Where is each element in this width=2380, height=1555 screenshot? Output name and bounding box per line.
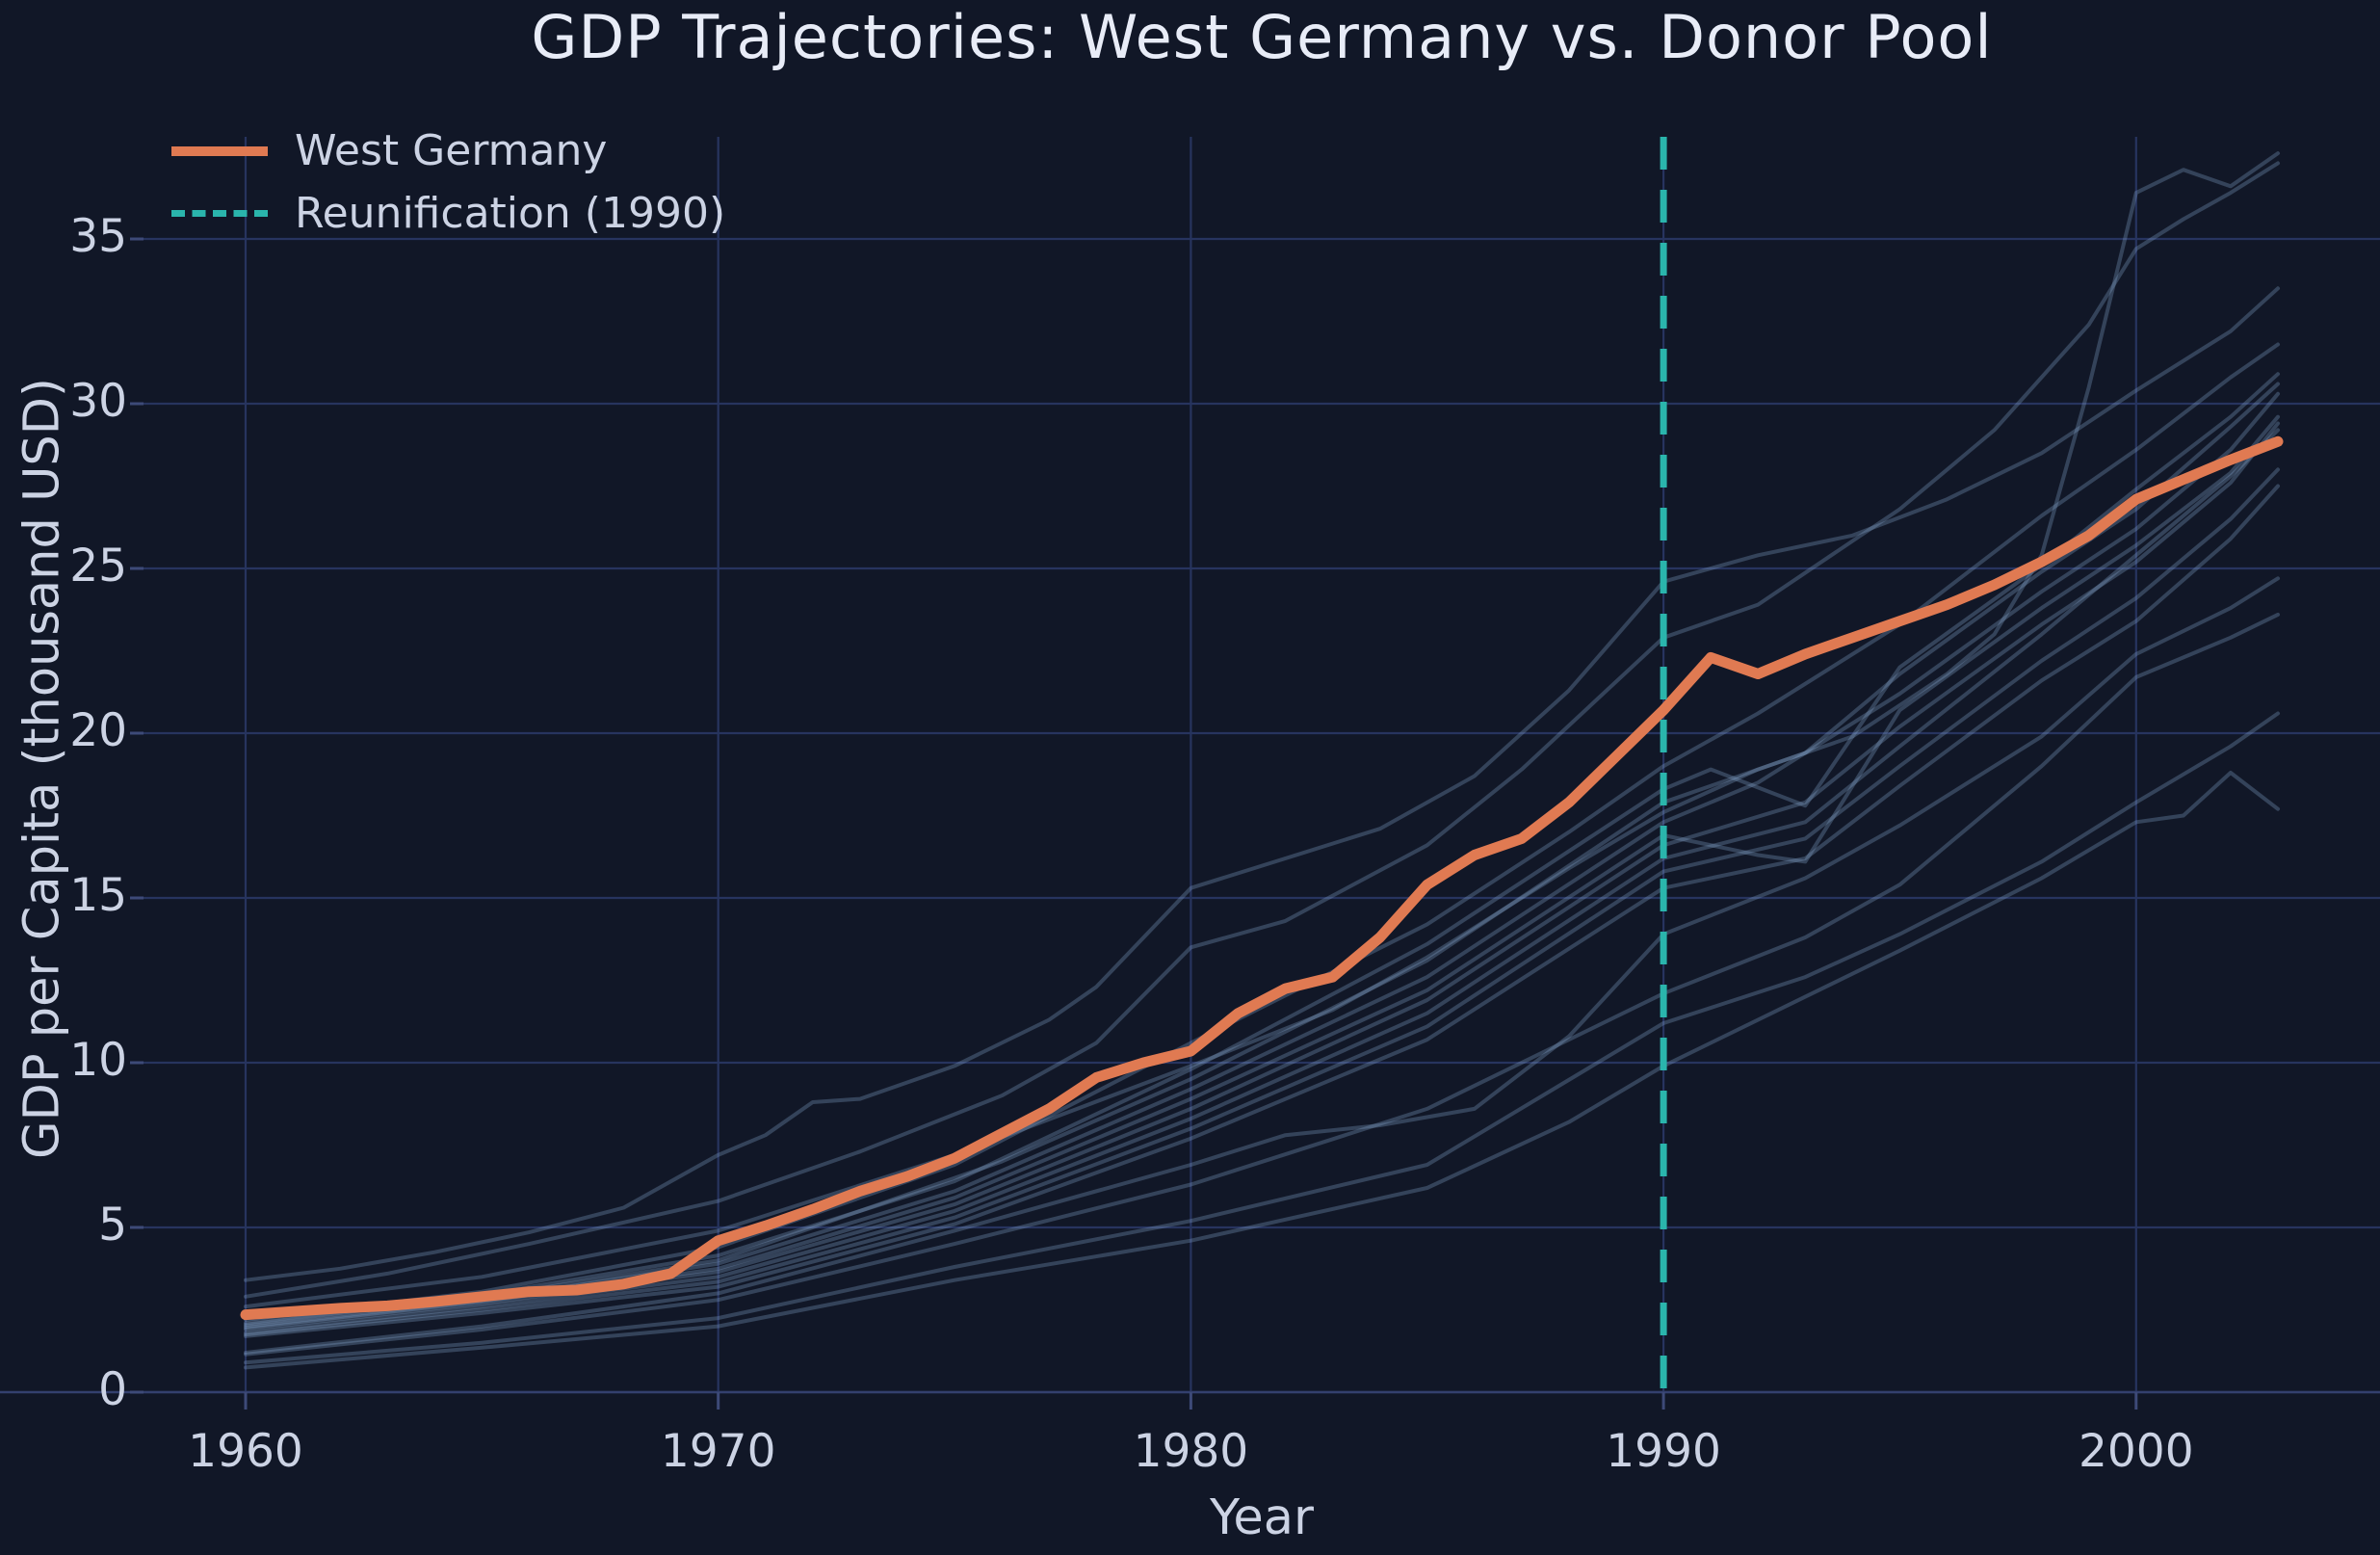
donor-line-10 [244,428,2280,1335]
donor-line-8 [244,414,2280,1331]
west-germany-line-swatch-icon [171,145,268,156]
y-tick-label: 10 [69,1034,127,1087]
x-tick-label: 1960 [188,1425,303,1478]
y-tick-label: 15 [69,869,127,922]
x-axis-label: Year [1210,1489,1314,1546]
legend-item-reunification: Reunification (1990) [171,182,725,245]
y-tick-label: 30 [69,375,127,429]
donor-line-9 [244,421,2280,1331]
donor-line-6 [244,382,2280,1327]
legend: West Germany Reunification (1990) [171,119,725,245]
y-tick-label: 20 [69,704,127,757]
x-tick-label: 1990 [1606,1425,1721,1478]
chart-title: GDP Trajectories: West Germany vs. Donor… [531,2,1993,72]
donor-line-13 [244,576,2280,1355]
y-tick-label: 0 [98,1363,127,1416]
donor-line-2 [244,161,2280,1299]
donor-line-11 [244,467,2280,1337]
y-axis-label: GDP per Capita (thousand USD) [13,378,71,1159]
donor-line-14 [244,612,2280,1357]
y-tick-label: 25 [69,540,127,593]
reunification-dashed-swatch-icon [171,210,268,217]
donor-line-4 [244,342,2280,1322]
x-tick-label: 2000 [2078,1425,2194,1478]
donor-line-7 [244,391,2280,1329]
y-tick-label: 5 [98,1199,127,1252]
legend-item-west-germany: West Germany [171,119,725,182]
legend-label: West Germany [295,126,608,175]
x-tick-label: 1970 [660,1425,776,1478]
donor-line-1 [244,286,2280,1282]
legend-label: Reunification (1990) [295,189,726,238]
donor-line-15 [244,711,2280,1365]
y-tick-label: 35 [69,210,127,264]
west-germany-line [240,435,2284,1321]
x-tick-label: 1980 [1133,1425,1249,1478]
donor-line-5 [244,372,2280,1326]
